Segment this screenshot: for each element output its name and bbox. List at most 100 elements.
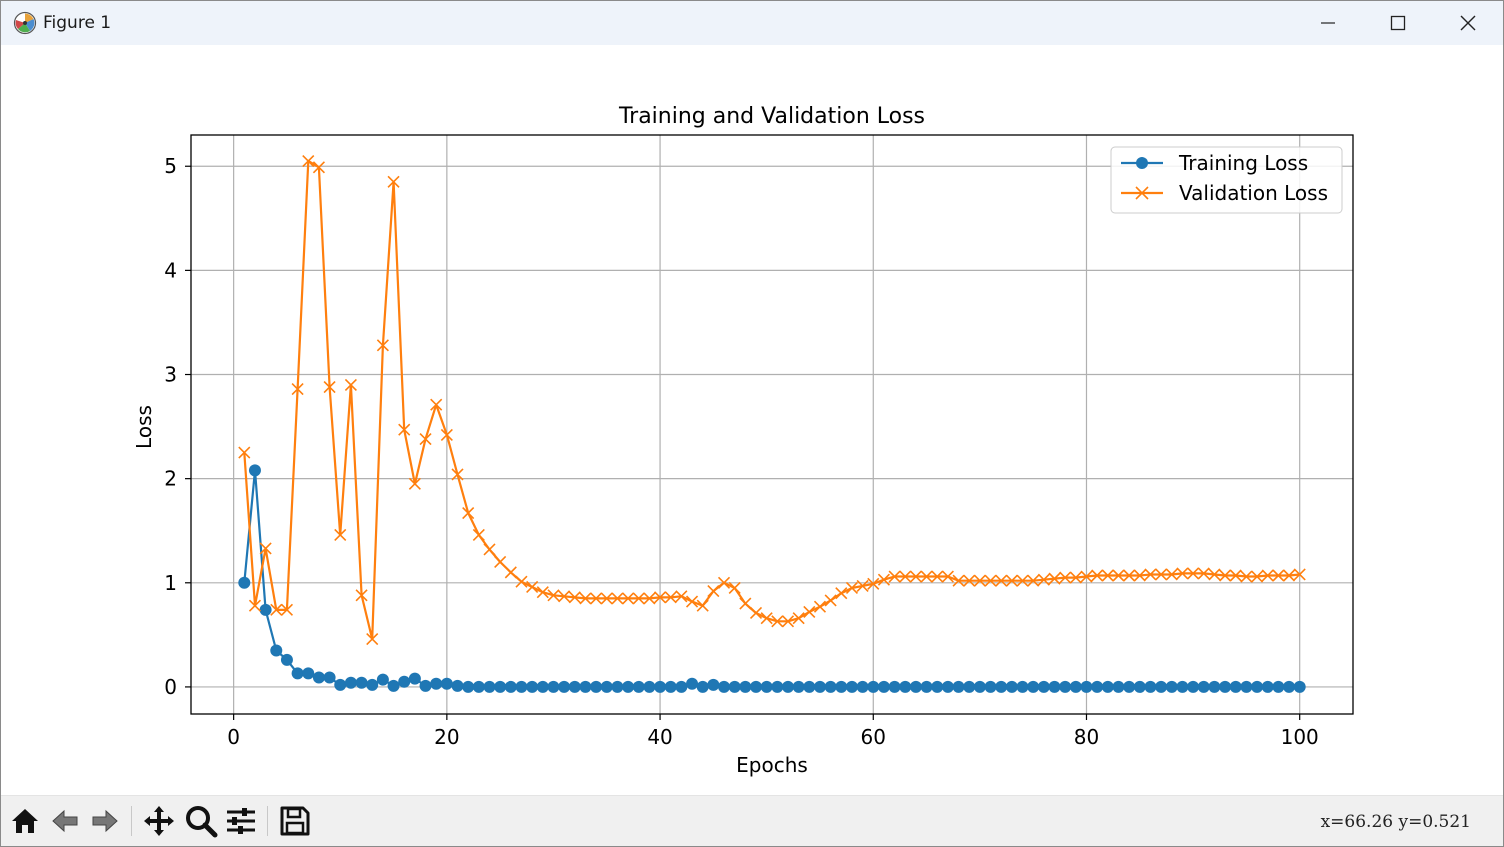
training-loss-point [941,680,954,693]
training-loss-point [1240,680,1253,693]
validation-loss-point [781,615,795,628]
zoom-button[interactable] [183,803,219,839]
series-layer [238,154,1306,693]
training-loss-point [1261,680,1274,693]
training-loss-point [419,679,432,692]
training-loss-point [1037,680,1050,693]
training-loss-point [590,680,603,693]
training-loss-point [1197,680,1210,693]
configure-subplots-button[interactable] [223,803,259,839]
training-loss-point [238,576,251,589]
training-loss-point [1101,680,1114,693]
validation-loss-point [1027,574,1040,587]
training-loss-point [952,680,965,693]
navigation-toolbar: x=66.26 y=0.521 [1,795,1503,846]
training-loss-point [579,680,592,693]
y-tick-label: 0 [164,675,177,699]
validation-loss-point [931,570,944,583]
validation-loss-point [280,603,294,616]
training-loss-point [1176,680,1189,693]
training-loss-point [558,680,571,693]
validation-loss-point [355,589,368,602]
training-loss-point [355,676,368,689]
validation-loss-point [558,590,571,603]
legend-box [1110,146,1343,214]
validation-loss-point [579,592,592,605]
training-loss-point [1251,680,1264,693]
training-loss-point [440,677,453,690]
training-loss-point [568,680,581,693]
validation-loss-point [462,506,475,520]
validation-loss-point [515,575,528,588]
training-loss-point [696,680,709,693]
loss-chart[interactable]: 0 20 40 60 80 100 0 1 2 3 4 5 Training and Validati… [1,45,1503,795]
back-button[interactable] [47,803,83,839]
validation-loss-point [440,428,453,441]
y-tick-label: 4 [164,258,177,282]
validation-loss-point [856,579,869,592]
training-loss-point [813,680,826,693]
minimize-icon [1321,22,1335,24]
validation-loss-point [664,591,677,604]
validation-loss-point [835,587,848,600]
validation-loss-point [1282,569,1296,582]
training-loss-point [472,680,485,693]
arrow-left-icon [52,809,78,833]
validation-loss-point [1219,569,1232,582]
matplotlib-logo-icon [13,11,37,35]
validation-loss-point [334,528,347,541]
validation-loss-point [952,574,965,587]
validation-loss-point [792,612,805,625]
training-loss-point [973,680,986,693]
validation-loss-point [270,603,283,616]
training-loss-point [739,680,752,693]
y-tick-label: 2 [164,467,177,491]
sliders-icon [227,808,255,834]
toolbar-separator [131,806,132,836]
legend-training-label: Training Loss [1178,151,1308,175]
validation-loss-point [622,592,635,605]
home-button[interactable] [7,803,43,839]
maximize-button[interactable] [1363,1,1433,45]
validation-loss-point [1176,567,1189,580]
validation-loss-point [1261,569,1274,582]
pan-button[interactable] [141,803,177,839]
training-loss-point [963,680,976,693]
y-tick-label: 3 [164,363,177,387]
training-loss-point [1016,680,1029,693]
training-loss-point [302,667,315,680]
validation-loss-point [376,339,389,352]
x-tick-label: 60 [861,725,886,749]
training-loss-point [1027,680,1040,693]
training-loss-point [334,678,347,691]
validation-loss-point [1112,569,1125,582]
validation-loss-point [888,570,901,583]
training-loss-point [408,672,421,685]
validation-loss-point [1037,573,1050,586]
legend-validation-marker [1135,186,1149,200]
validation-loss-point [451,468,464,481]
minimize-button[interactable] [1293,1,1363,45]
forward-button[interactable] [87,803,123,839]
validation-loss-point [1250,570,1264,583]
validation-loss-point [643,592,656,605]
save-button[interactable] [277,803,313,839]
validation-loss-point [302,154,315,168]
training-loss-point [398,675,411,688]
training-loss-point [750,680,763,693]
x-tick-label: 100 [1281,725,1319,749]
training-loss-point [600,680,613,693]
axes-frame [190,134,1354,715]
validation-loss-point [845,581,859,595]
close-button[interactable] [1433,1,1503,45]
figure-canvas[interactable]: 0 20 40 60 80 100 0 1 2 3 4 5 Training and Validati… [1,45,1503,795]
validation-loss-point [366,632,379,646]
validation-loss-point [1197,567,1210,580]
training-loss-point [1272,680,1285,693]
title-bar[interactable]: Figure 1 [1,1,1503,45]
x-axis-label: Epochs [736,753,808,777]
x-tick-label: 0 [227,725,240,749]
validation-loss-point [526,580,539,594]
validation-loss-point [398,423,411,436]
